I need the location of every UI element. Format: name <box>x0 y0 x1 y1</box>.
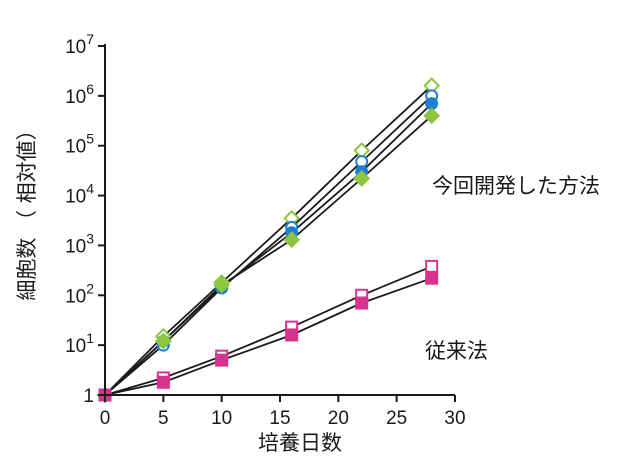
data-point-square <box>425 271 439 285</box>
x-axis-title: 培養日数 <box>258 431 342 455</box>
x-tick-label: 25 <box>386 408 407 429</box>
x-tick-label: 5 <box>158 408 169 429</box>
x-tick-label: 15 <box>269 408 290 429</box>
y-axis-title: 細胞数 （ 相対値） <box>15 119 39 300</box>
y-tick-label: 102 <box>65 280 94 307</box>
series-line-new <box>104 85 433 396</box>
y-tick-label: 107 <box>65 31 94 58</box>
y-tick-label: 104 <box>65 181 94 208</box>
data-point-diamond <box>283 231 301 249</box>
series-line-conventional <box>104 277 433 396</box>
data-point-square <box>425 259 439 273</box>
x-tick-label: 30 <box>444 408 465 429</box>
y-tick-label: 103 <box>65 230 94 257</box>
x-tick-label: 20 <box>328 408 349 429</box>
y-tick-label: 105 <box>65 131 94 158</box>
series-line-new <box>104 102 433 396</box>
series-line-new <box>104 115 433 396</box>
tick-labels: 1 101 102 103 104 105 106 107 0 5 10 15 20 25 30 <box>65 31 466 429</box>
series-lines <box>104 85 433 396</box>
data-point-square <box>215 353 229 367</box>
data-point-diamond <box>423 107 441 125</box>
data-point-square <box>285 328 299 342</box>
data-point-diamond <box>353 170 371 187</box>
y-tick-label: 106 <box>65 81 94 108</box>
data-point-diamond <box>213 276 231 294</box>
y-tick-label: 1 <box>83 386 94 407</box>
series-line-conventional <box>104 265 433 396</box>
x-tick-label: 10 <box>211 408 232 429</box>
data-point-square <box>156 375 170 389</box>
x-tick-label: 0 <box>100 408 111 429</box>
data-point-diamond <box>154 332 172 350</box>
annotation-new-method: 今回開発した方法 <box>432 174 600 198</box>
y-tick-label: 101 <box>65 330 94 357</box>
annotation-conventional: 従来法 <box>425 339 488 363</box>
axes <box>98 44 456 402</box>
series-line-new <box>104 95 433 396</box>
data-point-square <box>355 296 369 310</box>
